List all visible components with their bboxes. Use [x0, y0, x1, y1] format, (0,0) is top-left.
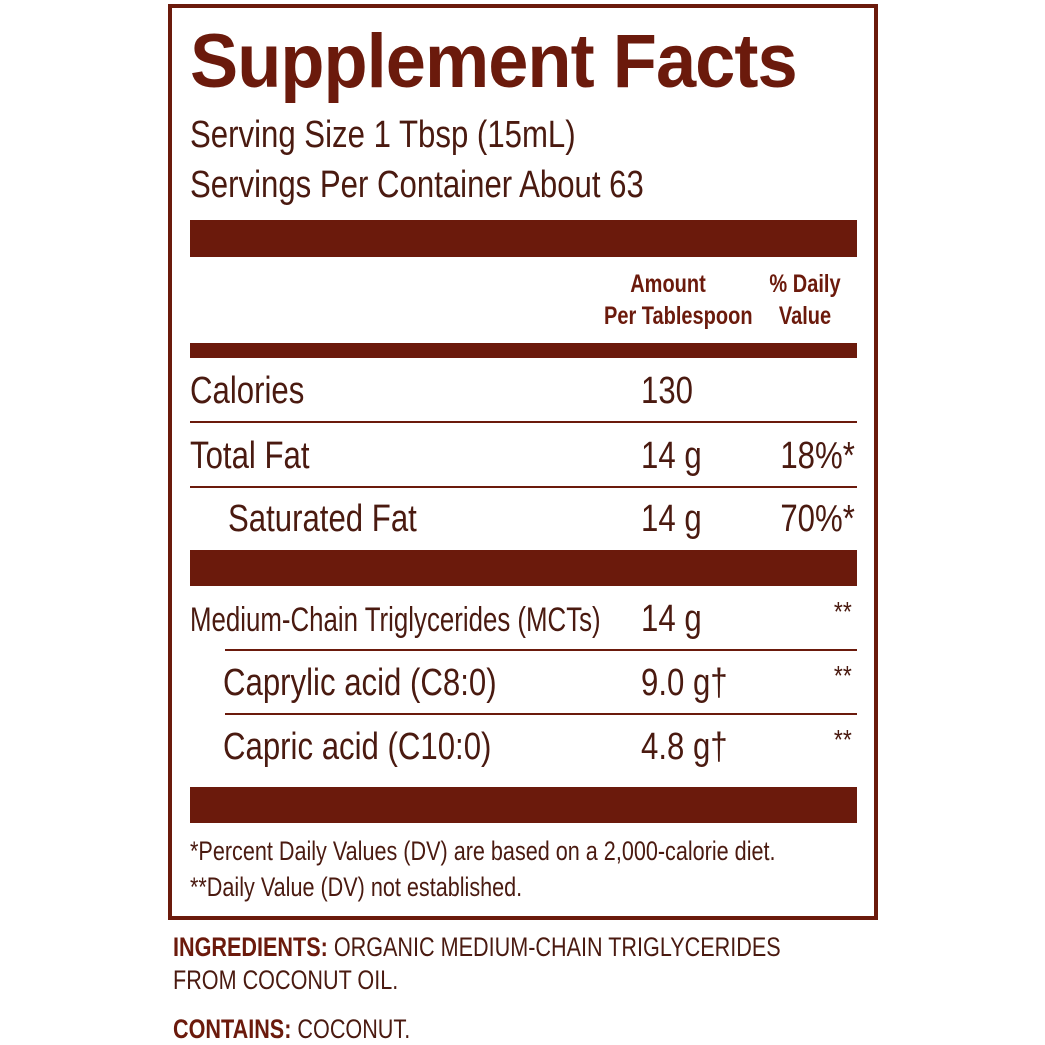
footnote-text: **Daily Value (DV) not established. [190, 872, 523, 902]
contains: CONTAINS: COCONUT. [173, 1014, 470, 1045]
row-calories-amount: 130 [641, 370, 704, 413]
title-text: Supplement Facts [190, 19, 798, 104]
dv-column-header: % Daily Value [755, 268, 855, 332]
row-mct-name: Medium-Chain Triglycerides (MCTs) [190, 601, 730, 640]
row-saturated-fat-dv: 70%* [764, 498, 855, 541]
row-caprylic-name: Caprylic acid (C8:0) [223, 662, 557, 705]
nutrient-dv: ** [834, 596, 852, 627]
nutrient-name: Capric acid (C10:0) [223, 726, 492, 768]
amount-column-header: Amount Per Tablespoon [588, 268, 753, 332]
nutrient-dv: ** [834, 724, 852, 755]
divider-thick [190, 220, 857, 257]
row-total-fat-amount: 14 g [641, 435, 715, 478]
ingredients-text: FROM COCONUT OIL. [173, 965, 399, 995]
ingredients: INGREDIENTS: ORGANIC MEDIUM-CHAIN TRIGLY… [173, 932, 933, 963]
nutrient-name: Caprylic acid (C8:0) [223, 662, 497, 704]
row-divider [190, 486, 857, 488]
row-calories-name: Calories [190, 370, 329, 413]
nutrient-amount: 14 g [641, 498, 702, 540]
row-capric-name: Capric acid (C10:0) [223, 726, 550, 769]
divider-thick [190, 787, 857, 823]
serving-size-text: Serving Size 1 Tbsp (15mL) [190, 114, 576, 156]
divider-thick [190, 550, 857, 586]
nutrient-name: Calories [190, 370, 305, 412]
row-total-fat-dv: 18%* [764, 435, 855, 478]
row-divider [190, 421, 857, 423]
nutrient-dv: ** [834, 660, 852, 691]
footnote-dv: *Percent Daily Values (DV) are based on … [190, 836, 922, 867]
dv-header-line1: % Daily [769, 270, 841, 298]
dv-header-line2: Value [778, 302, 832, 330]
row-mct-dv: ** [830, 596, 852, 628]
contains-label: CONTAINS: [173, 1014, 292, 1044]
row-mct-amount: 14 g [641, 598, 715, 641]
serving-size: Serving Size 1 Tbsp (15mL) [190, 114, 660, 157]
contains-text: COCONUT. [297, 1014, 411, 1044]
row-saturated-fat-amount: 14 g [641, 498, 715, 541]
row-divider [225, 649, 857, 651]
nutrient-amount: 14 g [641, 435, 702, 477]
ingredients-label: INGREDIENTS: [173, 932, 328, 962]
row-caprylic-amount: 9.0 g† [641, 662, 747, 705]
servings-text: Servings Per Container About 63 [190, 164, 644, 206]
nutrient-name: Medium-Chain Triglycerides (MCTs) [190, 601, 601, 639]
row-capric-amount: 4.8 g† [641, 726, 747, 769]
nutrient-amount: 130 [641, 370, 693, 412]
servings-per-container: Servings Per Container About 63 [190, 164, 743, 207]
divider-medium [190, 343, 857, 358]
nutrient-amount: 9.0 g† [641, 662, 728, 704]
nutrient-name: Total Fat [190, 435, 310, 477]
ingredients-line2: FROM COCONUT OIL. [173, 965, 455, 996]
footnote-text: *Percent Daily Values (DV) are based on … [190, 836, 776, 866]
footnote-not-established: **Daily Value (DV) not established. [190, 872, 605, 903]
row-saturated-fat-name: Saturated Fat [228, 498, 458, 541]
row-caprylic-dv: ** [830, 660, 852, 692]
nutrient-name: Saturated Fat [228, 498, 417, 540]
amount-header-line2: Per Tablespoon [604, 302, 753, 330]
nutrient-amount: 14 g [641, 598, 702, 640]
panel-title: Supplement Facts [190, 18, 829, 105]
supplement-facts-panel [168, 4, 878, 920]
nutrient-dv: 70%* [780, 498, 855, 540]
row-divider [225, 713, 857, 715]
amount-header-line1: Amount [630, 270, 706, 298]
nutrient-dv: 18%* [780, 435, 855, 477]
row-total-fat-name: Total Fat [190, 435, 336, 478]
row-capric-dv: ** [830, 724, 852, 756]
ingredients-text: ORGANIC MEDIUM-CHAIN TRIGLYCERIDES [333, 932, 781, 962]
nutrient-amount: 4.8 g† [641, 726, 728, 768]
